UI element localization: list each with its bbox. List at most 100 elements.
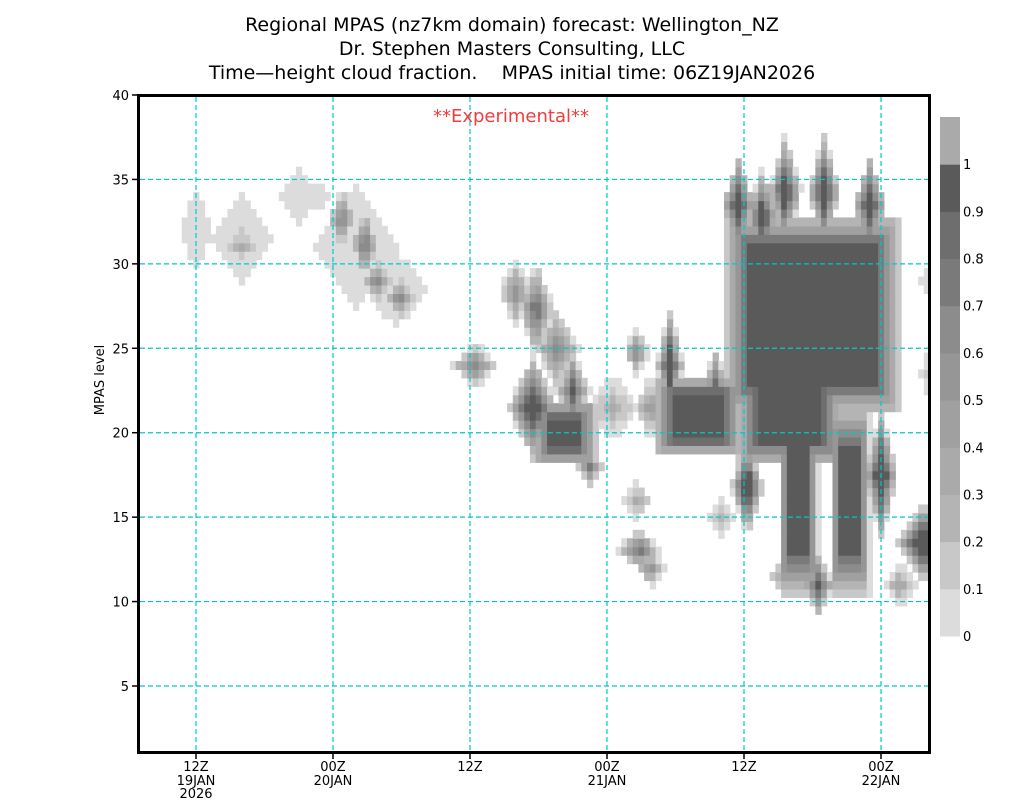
cloud-cell bbox=[758, 453, 765, 463]
cloud-cell bbox=[861, 268, 868, 278]
cloud-cell bbox=[895, 538, 902, 548]
cloud-cell bbox=[364, 251, 371, 261]
cloud-cell bbox=[786, 386, 794, 396]
cloud-cell bbox=[849, 487, 856, 497]
cloud-cell bbox=[672, 445, 679, 455]
cloud-cell bbox=[746, 377, 754, 387]
cloud-cell bbox=[849, 394, 856, 404]
cloud-cell bbox=[906, 546, 913, 556]
cloud-cell bbox=[798, 310, 805, 320]
cloud-cell bbox=[421, 284, 428, 295]
cloud-cell bbox=[832, 588, 839, 598]
cloud-cell bbox=[615, 386, 622, 396]
cloud-cell bbox=[295, 208, 303, 219]
cloud-cell bbox=[798, 504, 805, 514]
cloud-cell bbox=[758, 327, 765, 337]
cloud-cell bbox=[838, 276, 845, 286]
cloud-cell bbox=[878, 242, 885, 252]
cloud-cell bbox=[826, 360, 834, 370]
cloud-cell bbox=[900, 572, 908, 582]
cloud-cell bbox=[838, 327, 845, 337]
cloud-cell bbox=[735, 479, 742, 489]
cloud-cell bbox=[815, 183, 822, 193]
cloud-cell bbox=[626, 504, 634, 514]
cloud-cell bbox=[193, 251, 200, 261]
cloud-cell bbox=[821, 352, 828, 362]
cloud-cell bbox=[729, 436, 737, 446]
cloud-cell bbox=[838, 386, 845, 396]
cloud-cell bbox=[775, 251, 782, 261]
cloud-cell bbox=[547, 436, 554, 446]
cloud-cell bbox=[706, 386, 714, 396]
cloud-cell bbox=[689, 386, 697, 396]
cloud-cell bbox=[370, 225, 377, 235]
cloud-cell bbox=[786, 504, 794, 514]
cloud-cell bbox=[849, 572, 856, 582]
cloud-cell bbox=[838, 453, 845, 463]
cloud-cell bbox=[763, 377, 771, 387]
cloud-cell bbox=[478, 344, 485, 354]
cloud-cell bbox=[866, 225, 874, 235]
cloud-cell bbox=[535, 293, 542, 303]
cloud-cell bbox=[529, 445, 537, 455]
cloud-cell bbox=[792, 428, 799, 438]
cloud-cell bbox=[244, 234, 251, 244]
cloud-cell bbox=[598, 403, 605, 413]
cloud-cell bbox=[564, 327, 571, 337]
cloud-cell bbox=[352, 183, 360, 193]
cloud-cell bbox=[387, 234, 394, 244]
cloud-cell bbox=[906, 588, 913, 598]
cloud-cell bbox=[295, 166, 303, 176]
cloud-cell bbox=[895, 360, 902, 370]
cloud-cell bbox=[638, 546, 645, 556]
cloud-cell bbox=[866, 360, 874, 370]
cloud-cell bbox=[798, 521, 805, 531]
cloud-cell bbox=[838, 394, 845, 404]
cloud-cell bbox=[872, 369, 879, 379]
cloud-cell bbox=[644, 563, 651, 573]
cloud-cell bbox=[861, 234, 868, 244]
cloud-cell bbox=[843, 487, 851, 497]
cloud-cell bbox=[758, 208, 765, 219]
cloud-cell bbox=[849, 234, 856, 244]
cloud-cell bbox=[832, 462, 839, 472]
cloud-cell bbox=[815, 242, 822, 252]
cloud-cell bbox=[763, 352, 771, 362]
cloud-cell bbox=[792, 403, 799, 413]
cloud-cell bbox=[547, 453, 554, 463]
cloud-cell bbox=[786, 268, 794, 278]
cloud-cell bbox=[798, 301, 805, 311]
cloud-cell bbox=[809, 504, 816, 514]
cloud-cell bbox=[729, 234, 737, 244]
cloud-cell bbox=[781, 411, 788, 421]
cloud-cell bbox=[752, 386, 759, 396]
cloud-cell bbox=[775, 453, 782, 463]
cloud-cell bbox=[889, 352, 896, 362]
cloud-cell bbox=[803, 268, 811, 278]
cloud-cell bbox=[826, 453, 834, 463]
cloud-cell bbox=[547, 293, 554, 303]
cloud-cell bbox=[861, 470, 868, 480]
cloud-cell bbox=[724, 293, 731, 303]
cloud-cell bbox=[638, 555, 645, 565]
cloud-cell bbox=[724, 284, 731, 295]
cloud-cell bbox=[838, 563, 845, 573]
cloud-cell bbox=[587, 462, 594, 472]
cloud-cell bbox=[410, 284, 417, 295]
cloud-cell bbox=[849, 377, 856, 387]
cloud-cell bbox=[381, 276, 388, 286]
cloud-cell bbox=[786, 462, 794, 472]
cloud-cell bbox=[781, 377, 788, 387]
cloud-cell bbox=[575, 445, 582, 455]
cloud-cell bbox=[838, 242, 845, 252]
cloud-cell bbox=[866, 158, 874, 168]
cloud-cell bbox=[849, 284, 856, 295]
cloud-cell bbox=[809, 555, 816, 565]
cloud-cell bbox=[735, 301, 742, 311]
cloud-cell bbox=[866, 386, 874, 396]
cloud-cell bbox=[307, 200, 314, 210]
cloud-cell bbox=[575, 436, 582, 446]
cloud-cell bbox=[798, 183, 805, 193]
x-tick-label: 00Z bbox=[594, 760, 620, 775]
cloud-cell bbox=[398, 259, 405, 269]
